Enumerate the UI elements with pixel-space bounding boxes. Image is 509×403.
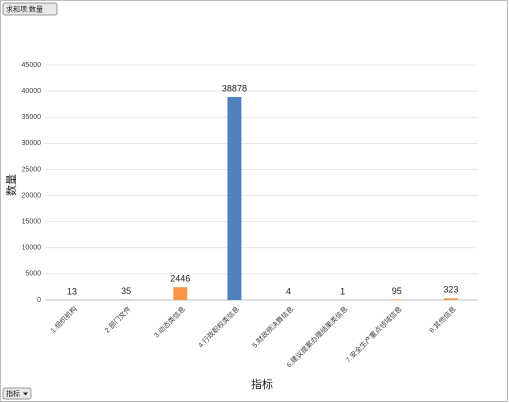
value-label: 1: [340, 286, 345, 296]
y-tick-label: 10000: [22, 245, 42, 252]
y-tick-label: 30000: [22, 140, 42, 147]
y-tick-label: 40000: [22, 88, 42, 95]
value-label: 13: [67, 286, 77, 296]
y-tick-label: 25000: [22, 166, 42, 173]
bar: [443, 298, 458, 300]
filter-button[interactable]: 指标: [6, 389, 20, 398]
value-label: 38878: [222, 83, 247, 93]
bar: [227, 96, 242, 300]
y-tick-label: 5000: [25, 271, 41, 278]
y-tick-label: 35000: [22, 114, 42, 121]
field-button[interactable]: 求和项:数量: [6, 4, 43, 13]
y-tick-label: 45000: [22, 62, 42, 69]
y-tick-label: 20000: [22, 192, 42, 199]
value-label: 95: [392, 286, 402, 296]
filter-button-bg[interactable]: [2, 387, 32, 400]
x-axis-title: 指标: [251, 377, 273, 391]
y-axis-title: 数量: [5, 174, 18, 196]
field-button-bg[interactable]: [2, 2, 58, 16]
value-label: 2446: [170, 274, 190, 284]
y-tick-label: 15000: [22, 219, 42, 226]
value-label: 4: [286, 286, 291, 296]
bar: [173, 287, 188, 300]
value-label: 35: [121, 286, 131, 296]
filter-arrow[interactable]: [23, 392, 28, 396]
y-tick-label: 0: [37, 297, 41, 304]
value-label: 323: [443, 285, 458, 295]
